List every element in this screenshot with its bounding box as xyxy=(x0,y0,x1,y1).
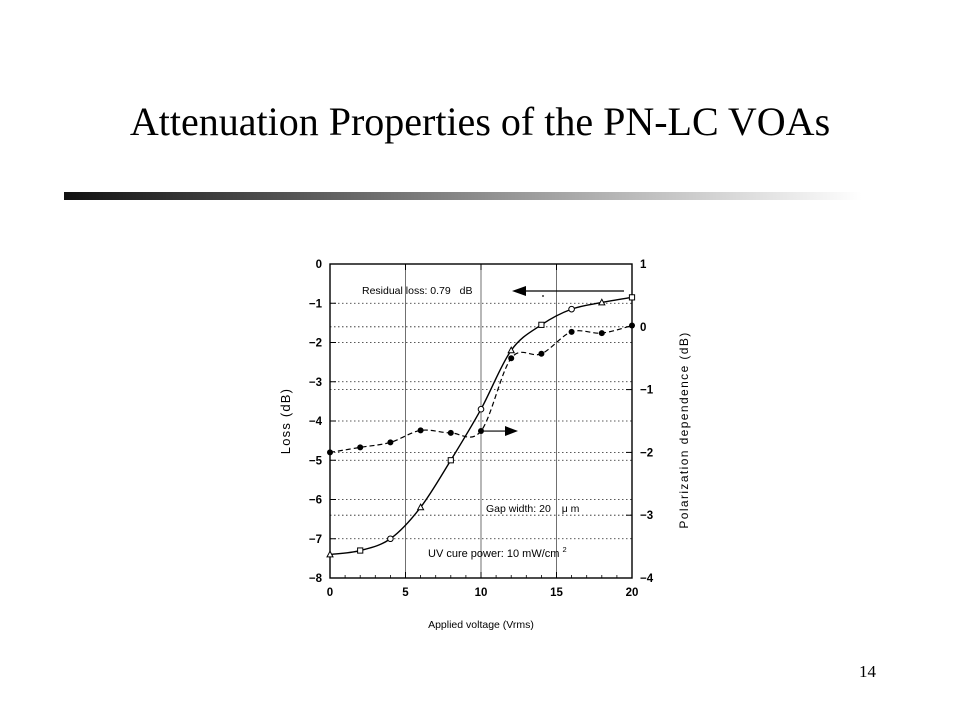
data-point xyxy=(598,330,605,337)
y-tick-label: 0 xyxy=(316,259,322,271)
y2-tick-label: −2 xyxy=(640,447,653,459)
polarization-series-arrow xyxy=(484,426,518,437)
y-axis-ticks: 0 −1 −2 −3 −4 −5 −6 −7 −8 xyxy=(309,259,336,585)
y-axis-label: Loss (dB) xyxy=(278,388,293,454)
title-rule xyxy=(64,192,862,200)
y-tick-label: −8 xyxy=(309,573,323,585)
uv-cure-annotation: UV cure power: 10 mW/cm 2 xyxy=(428,545,567,560)
data-point xyxy=(477,405,485,413)
y2-tick-label: −3 xyxy=(640,510,653,522)
data-point xyxy=(327,449,333,456)
data-point xyxy=(387,535,394,543)
data-point xyxy=(629,322,635,329)
residual-loss-annotation: Residual loss: 0.79 dB xyxy=(362,285,472,297)
y-tick-label: −2 xyxy=(309,338,322,350)
y-tick-label: −1 xyxy=(309,298,323,310)
data-point xyxy=(568,305,575,313)
data-point xyxy=(508,355,515,362)
data-point xyxy=(597,298,606,306)
x-tick-label: 20 xyxy=(626,587,639,599)
y2-tick-label: −4 xyxy=(640,573,654,585)
arrow-head xyxy=(512,286,526,296)
y2-tick-label: 1 xyxy=(640,259,647,271)
data-point xyxy=(538,350,545,357)
data-point xyxy=(628,294,636,301)
y2-tick-label: 0 xyxy=(640,322,646,334)
arrow-dot xyxy=(542,295,544,297)
y-tick-label: −6 xyxy=(309,495,322,507)
data-point xyxy=(326,550,334,558)
data-point xyxy=(417,427,424,434)
gap-width-annotation: Gap width: 20 μ m xyxy=(486,503,580,515)
arrow-head xyxy=(505,426,518,437)
data-point xyxy=(568,328,575,335)
y2-tick-label: −1 xyxy=(640,385,654,397)
data-point xyxy=(387,439,394,446)
data-point xyxy=(447,457,454,464)
data-point xyxy=(357,444,364,451)
data-point xyxy=(416,503,425,511)
y-tick-label: −3 xyxy=(309,377,322,389)
grid xyxy=(330,264,632,578)
data-point xyxy=(538,321,545,328)
x-tick-label: 15 xyxy=(550,587,563,599)
x-tick-label: 0 xyxy=(327,587,333,599)
data-point xyxy=(447,429,454,436)
x-axis-ticks: 0 5 10 15 20 xyxy=(327,264,639,599)
data-point xyxy=(357,547,364,554)
residual-loss-arrow xyxy=(512,286,624,297)
x-tick-label: 10 xyxy=(475,587,488,599)
series xyxy=(326,294,636,558)
x-axis-label: Applied voltage (Vrms) xyxy=(428,619,534,631)
y2-axis-label: Polarization dependence (dB) xyxy=(677,331,691,528)
data-point xyxy=(478,428,484,435)
page-number: 14 xyxy=(859,662,876,681)
x-tick-label: 5 xyxy=(402,587,409,599)
data-point xyxy=(507,346,516,354)
y-tick-label: −5 xyxy=(309,455,323,467)
y2-axis-ticks: 1 0 −1 −2 −3 −4 xyxy=(626,259,654,585)
y-tick-label: −4 xyxy=(309,416,323,428)
annotations: Residual loss: 0.79 dB Gap width: 20 μ m… xyxy=(362,285,624,560)
y-tick-label: −7 xyxy=(309,534,322,546)
slide-title: Attenuation Properties of the PN-LC VOAs xyxy=(129,99,831,144)
